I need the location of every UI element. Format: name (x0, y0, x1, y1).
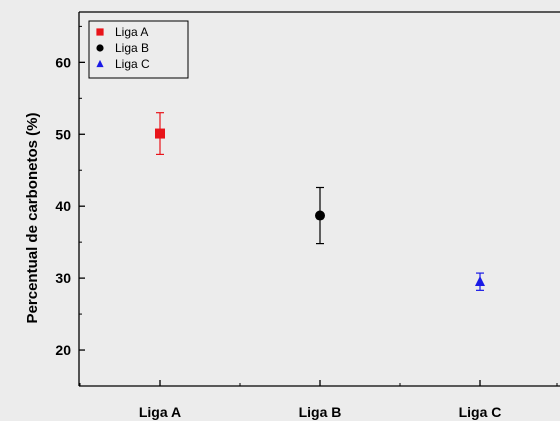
x-tick-label: Liga C (459, 404, 502, 420)
legend-marker (96, 28, 104, 36)
legend-items: Liga A Liga B Liga C (96, 25, 150, 71)
x-axis-ticks: Liga A Liga B Liga C (79, 380, 558, 420)
y-axis-ticks: 20 30 40 50 60 (55, 25, 85, 387)
y-tick-label: 60 (55, 54, 71, 70)
legend-label: Liga C (115, 57, 150, 71)
legend-marker (96, 59, 104, 68)
x-tick-label: Liga A (139, 404, 181, 420)
legend-marker (96, 44, 104, 52)
legend-box (88, 20, 189, 79)
data-point (315, 210, 325, 221)
y-axis-title: Percentual de carbonetos (%) (24, 113, 41, 324)
y-tick-label: 30 (55, 270, 71, 286)
legend-label: Liga B (115, 41, 149, 55)
legend-label: Liga A (115, 25, 148, 39)
y-tick-label: 50 (55, 126, 71, 142)
y-tick-label: 40 (55, 198, 71, 214)
series-layer (155, 112, 485, 291)
legend: Liga A Liga B Liga C (88, 20, 189, 79)
data-point (155, 128, 165, 139)
x-tick-label: Liga B (299, 404, 342, 420)
data-point (475, 275, 485, 287)
y-tick-label: 20 (55, 342, 71, 358)
